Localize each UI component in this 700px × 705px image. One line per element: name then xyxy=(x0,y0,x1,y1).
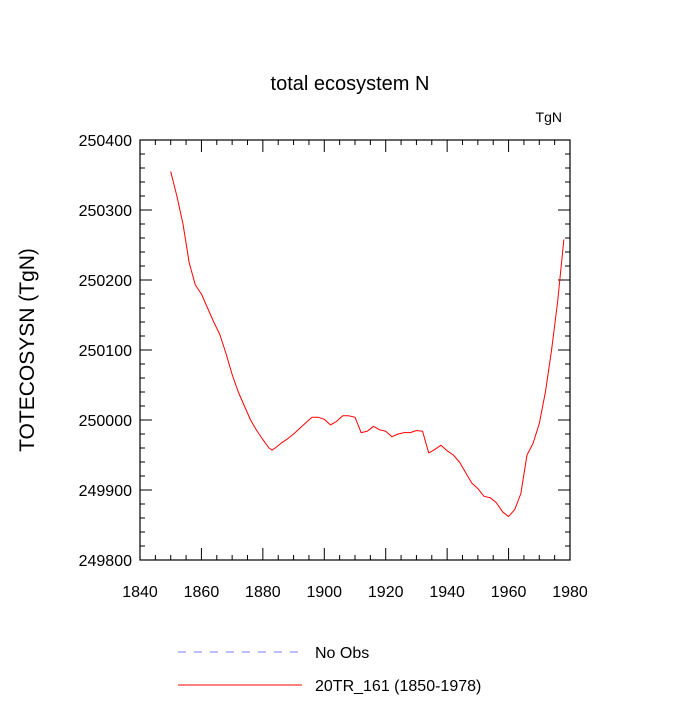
series-layer xyxy=(170,171,565,518)
y-tick-label: 249900 xyxy=(79,483,132,500)
x-tick-label: 1940 xyxy=(429,584,465,601)
y-tick-label: 250000 xyxy=(79,413,132,430)
y-tick-label: 250200 xyxy=(79,273,132,290)
plot-frame xyxy=(139,139,571,561)
legend-label: No Obs xyxy=(315,645,369,662)
y-axis-title: TOTECOSYSN (TgN) xyxy=(16,248,39,452)
x-tick-label: 1960 xyxy=(491,584,527,601)
x-tick-label: 1980 xyxy=(552,584,588,601)
y-tick-label: 249800 xyxy=(79,553,132,570)
series-line xyxy=(170,171,565,518)
y-tick-label: 250400 xyxy=(79,133,132,150)
x-tick-label: 1920 xyxy=(368,584,404,601)
chart-title: total ecosystem N xyxy=(271,73,430,95)
y-tick-label: 250100 xyxy=(79,343,132,360)
x-tick-label: 1860 xyxy=(184,584,220,601)
x-tick-label: 1880 xyxy=(245,584,281,601)
y-tick-label: 250300 xyxy=(79,203,132,220)
ticks-layer xyxy=(139,139,571,561)
x-tick-label: 1840 xyxy=(122,584,158,601)
legend-label: 20TR_161 (1850-1978) xyxy=(315,678,481,695)
legend: No Obs 20TR_161 (1850-1978) xyxy=(178,645,481,695)
tick-labels-layer: 1840 1860 1880 1900 1920 1940 1960 1980 249800 24… xyxy=(79,133,588,601)
units-label: TgN xyxy=(536,109,562,125)
x-tick-label: 1900 xyxy=(306,584,342,601)
